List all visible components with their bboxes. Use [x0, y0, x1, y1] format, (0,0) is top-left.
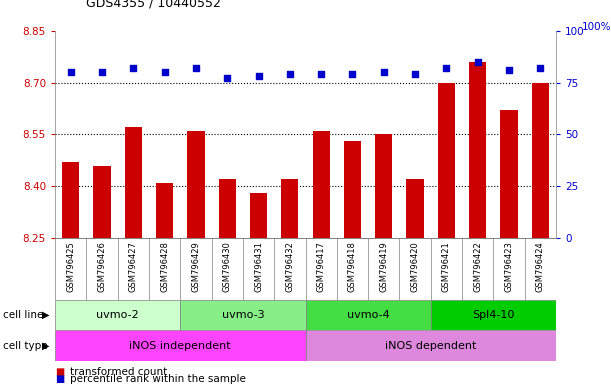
Bar	[156, 183, 173, 238]
Point	[222, 75, 232, 81]
Text: ▶: ▶	[42, 310, 49, 320]
Text: GSM796432: GSM796432	[285, 241, 295, 292]
Bar	[188, 131, 205, 238]
Text: GSM796430: GSM796430	[223, 241, 232, 292]
Point	[285, 71, 295, 77]
Point	[191, 65, 201, 71]
Text: transformed count: transformed count	[70, 367, 167, 377]
Bar	[532, 83, 549, 238]
Text: GSM796429: GSM796429	[191, 241, 200, 292]
Text: Spl4-10: Spl4-10	[472, 310, 514, 320]
Point	[128, 65, 138, 71]
Text: ■: ■	[55, 374, 64, 384]
Point	[348, 71, 357, 77]
Bar	[55, 330, 306, 361]
Bar	[431, 300, 556, 330]
Bar	[469, 62, 486, 238]
Text: GSM796424: GSM796424	[536, 241, 545, 292]
Text: cell line: cell line	[3, 310, 43, 320]
Text: iNOS independent: iNOS independent	[130, 341, 231, 351]
Point	[504, 67, 514, 73]
Text: uvmo-2: uvmo-2	[97, 310, 139, 320]
Bar	[406, 179, 423, 238]
Text: GSM796426: GSM796426	[98, 241, 106, 292]
Bar	[250, 193, 267, 238]
Text: cell type: cell type	[3, 341, 48, 351]
Bar	[180, 300, 306, 330]
Text: GDS4355 / 10440552: GDS4355 / 10440552	[86, 0, 221, 10]
Point	[159, 69, 169, 75]
Bar	[313, 131, 330, 238]
Text: GSM796418: GSM796418	[348, 241, 357, 292]
Point	[535, 65, 545, 71]
Text: GSM796425: GSM796425	[66, 241, 75, 292]
Point	[66, 69, 76, 75]
Point	[97, 69, 107, 75]
Bar	[375, 134, 392, 238]
Text: percentile rank within the sample: percentile rank within the sample	[70, 374, 246, 384]
Text: GSM796417: GSM796417	[316, 241, 326, 292]
Bar	[438, 83, 455, 238]
Point	[254, 73, 263, 79]
Bar	[306, 300, 431, 330]
Bar	[219, 179, 236, 238]
Point	[316, 71, 326, 77]
Text: ■: ■	[55, 367, 64, 377]
Point	[379, 69, 389, 75]
Text: GSM796431: GSM796431	[254, 241, 263, 292]
Bar	[93, 166, 111, 238]
Text: uvmo-3: uvmo-3	[222, 310, 264, 320]
Text: GSM796423: GSM796423	[505, 241, 513, 292]
Text: GSM796427: GSM796427	[129, 241, 137, 292]
Bar	[344, 141, 361, 238]
Bar	[62, 162, 79, 238]
Text: uvmo-4: uvmo-4	[347, 310, 389, 320]
Point	[473, 59, 483, 65]
Bar	[55, 300, 180, 330]
Point	[410, 71, 420, 77]
Bar	[306, 330, 556, 361]
Text: GSM796421: GSM796421	[442, 241, 451, 292]
Text: GSM796428: GSM796428	[160, 241, 169, 292]
Text: GSM796419: GSM796419	[379, 241, 388, 292]
Y-axis label: 100%: 100%	[581, 22, 611, 32]
Text: GSM796420: GSM796420	[411, 241, 420, 292]
Bar	[125, 127, 142, 238]
Bar	[500, 110, 518, 238]
Text: ▶: ▶	[42, 341, 49, 351]
Text: GSM796422: GSM796422	[474, 241, 482, 292]
Point	[442, 65, 452, 71]
Text: iNOS dependent: iNOS dependent	[385, 341, 477, 351]
Bar	[281, 179, 298, 238]
